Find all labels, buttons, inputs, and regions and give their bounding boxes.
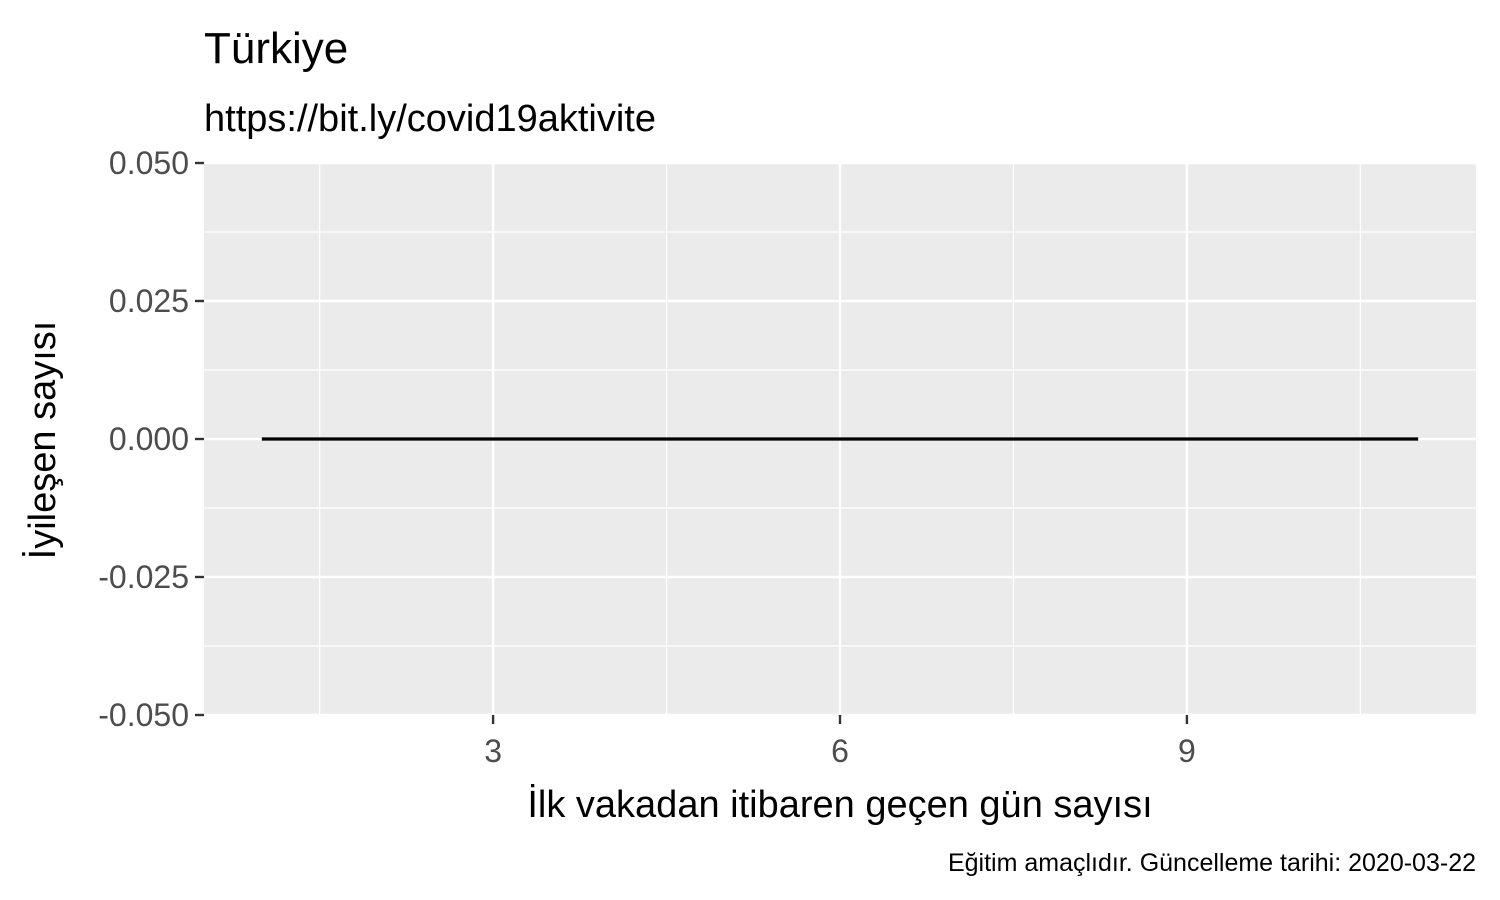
chart-subtitle: https://bit.ly/covid19aktivite	[204, 98, 656, 140]
y-tick-label: -0.050	[98, 697, 189, 733]
y-tick-label: 0.000	[109, 421, 189, 457]
x-tick-label: 3	[484, 733, 502, 769]
chart-caption: Eğitim amaçlıdır. Güncelleme tarihi: 202…	[948, 849, 1476, 877]
chart-title: Türkiye	[204, 24, 348, 73]
x-axis-title: İlk vakadan itibaren geçen gün sayısı	[527, 783, 1152, 826]
x-axis: 3 6 9	[484, 715, 1196, 769]
y-axis: -0.050 -0.025 0.000 0.025 0.050	[98, 145, 204, 733]
x-tick-label: 9	[1178, 733, 1196, 769]
y-tick-label: 0.050	[109, 145, 189, 181]
y-tick-label: 0.025	[109, 283, 189, 319]
y-tick-label: -0.025	[98, 559, 189, 595]
x-tick-label: 6	[831, 733, 849, 769]
y-axis-title: İyileşen sayısı	[21, 321, 64, 560]
